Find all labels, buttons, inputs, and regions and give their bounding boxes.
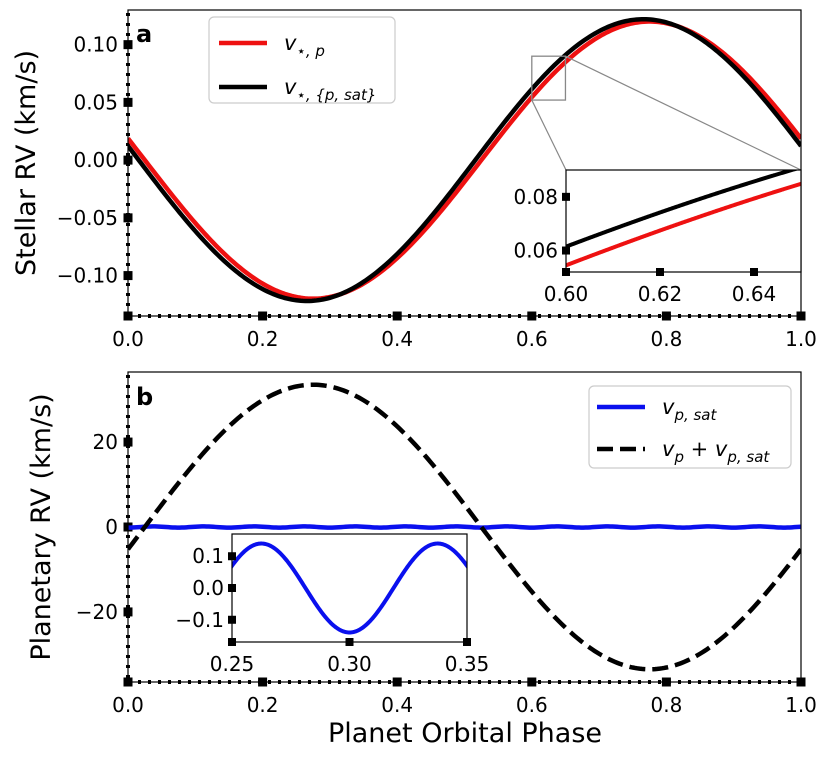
panel-a-inset-xtick-label: 0.64 — [732, 282, 777, 306]
panel-b-frame — [127, 371, 802, 683]
panel-a-inset-series — [566, 170, 801, 268]
panel-a-frame — [127, 9, 802, 317]
panel-b-inset-ytick-label: 0.1 — [192, 544, 224, 568]
panel-a-legend-label: v⋆, p — [284, 31, 325, 60]
panel-a-inset-xtick-label: 0.60 — [544, 282, 589, 306]
panel-b-inset-xtick-label: 0.30 — [327, 652, 372, 676]
panel-b-series — [128, 382, 801, 672]
panel-b-ytick-label: −20 — [76, 600, 118, 624]
panel-a-xtick-label: 0.0 — [112, 327, 144, 351]
panel-a-inset-line-1 — [566, 170, 799, 249]
panel-a-zoom-connector — [565, 55, 802, 171]
panel-b-legend-label: vp, sat — [662, 395, 718, 424]
panel-b-inset-ytick-label: 0.0 — [192, 576, 224, 600]
panel-a-line-v-star-p-sat — [128, 16, 801, 304]
panel-a-inset-xtick-label: 0.62 — [638, 282, 683, 306]
panel-a-xtick-label: 0.4 — [381, 327, 413, 351]
panel-b-inset-xtick-mark — [228, 638, 236, 646]
panel-b-inset-ytick-mark — [228, 552, 236, 561]
panel-b-inset-xtick-label: 0.35 — [445, 652, 490, 676]
panel-a-xtick-label: 0.6 — [516, 327, 548, 351]
panel-a-inset-line-0 — [566, 181, 801, 268]
panel-b-legend: vp, sat vp + vp, sat — [588, 385, 792, 469]
panel-b-ylabel: Planetary RV (km/s) — [26, 393, 57, 660]
panel-b-inset-series — [232, 541, 467, 635]
panel-a-inset-frame — [565, 169, 802, 273]
panel-a-inset-ytick-label: 0.08 — [513, 185, 558, 209]
panel-b-line-vp-plus-vp-sat — [128, 382, 801, 672]
panel-b-xtick-label: 0.8 — [650, 693, 682, 717]
panel-a-ytick-label: 0.05 — [73, 90, 118, 114]
panel-a-xtick-label: 0.8 — [650, 327, 682, 351]
panel-a-xtick-label: 0.2 — [247, 327, 279, 351]
panel-a-ytick-label: −0.05 — [57, 206, 118, 230]
panel-a-inset-ytick-mark — [562, 192, 570, 201]
panel-a-ytick-label: −0.10 — [57, 264, 118, 288]
panel-b-xtick-label: 1.0 — [785, 693, 817, 717]
panel-b-xtick-label: 0.2 — [247, 693, 279, 717]
panel-b-xlabel: Planet Orbital Phase — [328, 718, 602, 749]
panel-a-inset-xtick-mark — [562, 268, 570, 276]
panel-b-legend-label: vp + vp, sat — [662, 437, 770, 466]
panel-b-label: b — [136, 383, 153, 411]
panel-a-ytick-label: 0.10 — [73, 33, 118, 57]
panel-b-inset: 0.25 0.30 0.35 −0.1 0.0 0.1 — [175, 533, 490, 676]
panel-b-ytick-label: 0 — [105, 515, 118, 539]
panel-a-legend-box — [208, 16, 396, 104]
panel-b-ytick-label: 20 — [93, 430, 118, 454]
panel-b-inset-xtick-mark — [345, 638, 354, 646]
panel-a-ytick-label: 0.00 — [73, 148, 118, 172]
panel-a-inset-ytick-label: 0.06 — [513, 239, 558, 263]
panel-a-series — [128, 16, 801, 304]
panel-a-xtick-label: 1.0 — [785, 327, 817, 351]
panel-b-inset-ytick-label: −0.1 — [175, 608, 224, 632]
panel-a-inset: 0.60 0.62 0.64 0.06 0.08 — [513, 169, 802, 306]
panel-b-line-vp-sat — [128, 524, 801, 530]
panel-b-inset-xtick-mark — [463, 638, 471, 646]
panel-b-xtick-label: 0.6 — [516, 693, 548, 717]
panel-b-axes: 0.0 0.2 0.4 0.6 0.8 1.0 −20 0 20 — [76, 371, 817, 717]
panel-a-legend-label: v⋆, {p, sat} — [284, 75, 376, 104]
panel-a-label: a — [136, 20, 152, 48]
panel-a-axes: 0.0 0.2 0.4 0.6 0.8 1.0 −0.10 −0.05 0.00 0.05 0.10 — [57, 9, 817, 351]
panel-b-xtick-label: 0.0 — [112, 693, 144, 717]
panel-a-inset-ytick-mark — [562, 246, 570, 255]
panel-b-inset-ytick-mark — [228, 584, 236, 592]
panel-a-zoom-box — [531, 55, 567, 101]
panel-a-inset-xtick-mark — [656, 268, 664, 276]
panel-a-ylabel: Stellar RV (km/s) — [11, 50, 42, 276]
panel-a-legend: v⋆, p v⋆, {p, sat} — [208, 16, 396, 104]
panel-b-inset-background — [232, 534, 467, 642]
panel-b-xtick-label: 0.4 — [381, 693, 413, 717]
panel-b-inset-xtick-label: 0.25 — [210, 652, 255, 676]
panel-a-inset-xtick-mark — [750, 268, 758, 276]
panel-a-zoom-connector — [531, 99, 567, 171]
panel-b-inset-line-0 — [232, 541, 467, 635]
panel-b-inset-ytick-mark — [228, 615, 236, 624]
